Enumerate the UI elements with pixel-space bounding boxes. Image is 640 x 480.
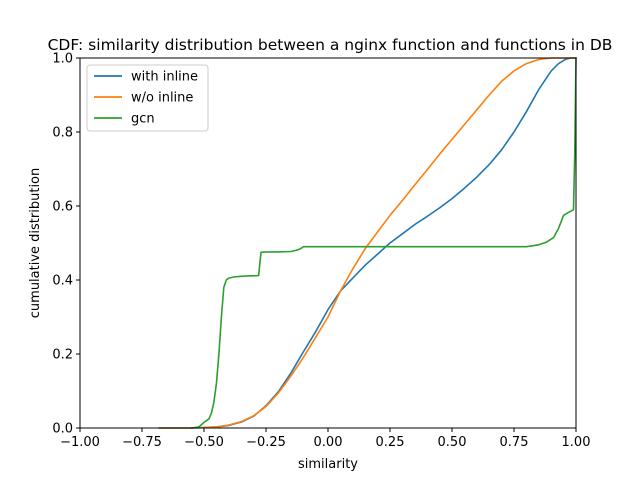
x-tick-label: 0.75: [500, 435, 529, 450]
x-tick-label: 1.00: [562, 435, 591, 450]
legend-label-w-o-inline: w/o inline: [131, 91, 193, 106]
x-tick-label: −1.00: [60, 435, 100, 450]
y-tick-label: 0.8: [52, 126, 73, 141]
x-tick-label: −0.50: [184, 435, 224, 450]
y-tick-label: 0.6: [52, 200, 73, 215]
x-tick-label: 0.50: [438, 435, 467, 450]
y-axis-title: cumulative distribution: [28, 168, 43, 318]
x-axis: −1.00 −0.75 −0.50 −0.25 0.00 0.25 0.50 0.75 1.00: [60, 428, 590, 450]
y-tick-label: 0.0: [52, 422, 73, 437]
legend-label-with-inline: with inline: [131, 70, 198, 85]
legend-label-gcn: gcn: [131, 112, 155, 127]
y-tick-label: 1.0: [52, 52, 73, 67]
y-axis: 0.0 0.2 0.4 0.6 0.8 1.0: [52, 52, 80, 437]
x-axis-title: similarity: [298, 457, 358, 472]
x-tick-label: −0.25: [246, 435, 286, 450]
y-tick-label: 0.4: [52, 274, 73, 289]
legend-box: [86, 64, 209, 132]
x-tick-label: 0.00: [314, 435, 343, 450]
plot-lines: [158, 57, 577, 429]
y-tick-label: 0.2: [52, 348, 73, 363]
series-line-with-inline: [158, 57, 577, 429]
chart-title: CDF: similarity distribution between a n…: [48, 36, 613, 54]
legend: with inline w/o inline gcn: [86, 64, 209, 132]
series-line-gcn: [190, 57, 577, 429]
x-tick-label: 0.25: [376, 435, 405, 450]
x-tick-label: −0.75: [122, 435, 162, 450]
series-line-w-o-inline: [158, 57, 577, 429]
